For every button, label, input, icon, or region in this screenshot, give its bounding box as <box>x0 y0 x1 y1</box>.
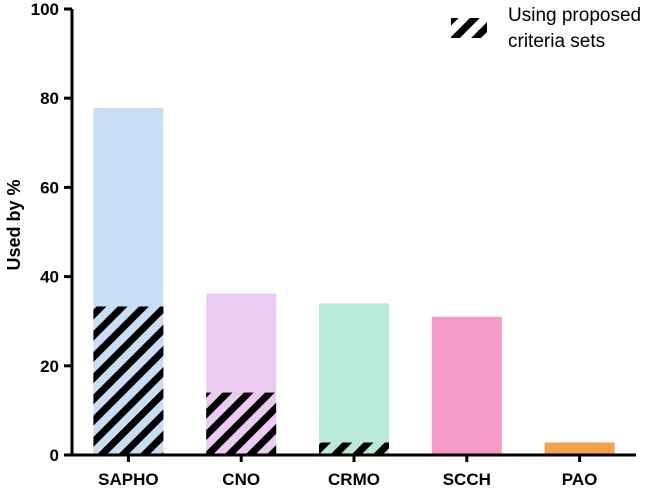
y-tick-label-20: 20 <box>40 357 59 376</box>
y-tick-label-80: 80 <box>40 89 59 108</box>
y-tick-label-100: 100 <box>31 0 59 19</box>
y-axis-title: Used by % <box>4 179 24 270</box>
bar-pao <box>544 442 615 455</box>
x-tick-label-sapho: SAPHO <box>98 470 158 489</box>
hatch-bar-cno <box>206 392 277 455</box>
hatch-bar-crmo <box>319 442 389 455</box>
axes-layer: SAPHO CNO CRMO SCCH PAO 0 20 40 60 80 100 <box>31 0 636 489</box>
x-tick-label-cno: CNO <box>222 470 260 489</box>
legend-label-line2: criteria sets <box>508 31 605 52</box>
x-tick-label-scch: SCCH <box>443 470 491 489</box>
bars-layer <box>93 108 615 456</box>
legend: Using proposed criteria sets <box>451 5 641 52</box>
x-tick-label-pao: PAO <box>562 470 598 489</box>
bar-scch <box>431 316 502 455</box>
legend-label-line1: Using proposed <box>508 5 641 26</box>
x-tick-label-crmo: CRMO <box>328 470 380 489</box>
hatch-bar-sapho <box>93 306 164 455</box>
legend-hatch-swatch <box>451 18 487 38</box>
bar-crmo <box>319 303 389 455</box>
y-tick-label-40: 40 <box>40 268 59 287</box>
y-tick-label-60: 60 <box>40 178 59 197</box>
y-tick-label-0: 0 <box>50 446 59 465</box>
